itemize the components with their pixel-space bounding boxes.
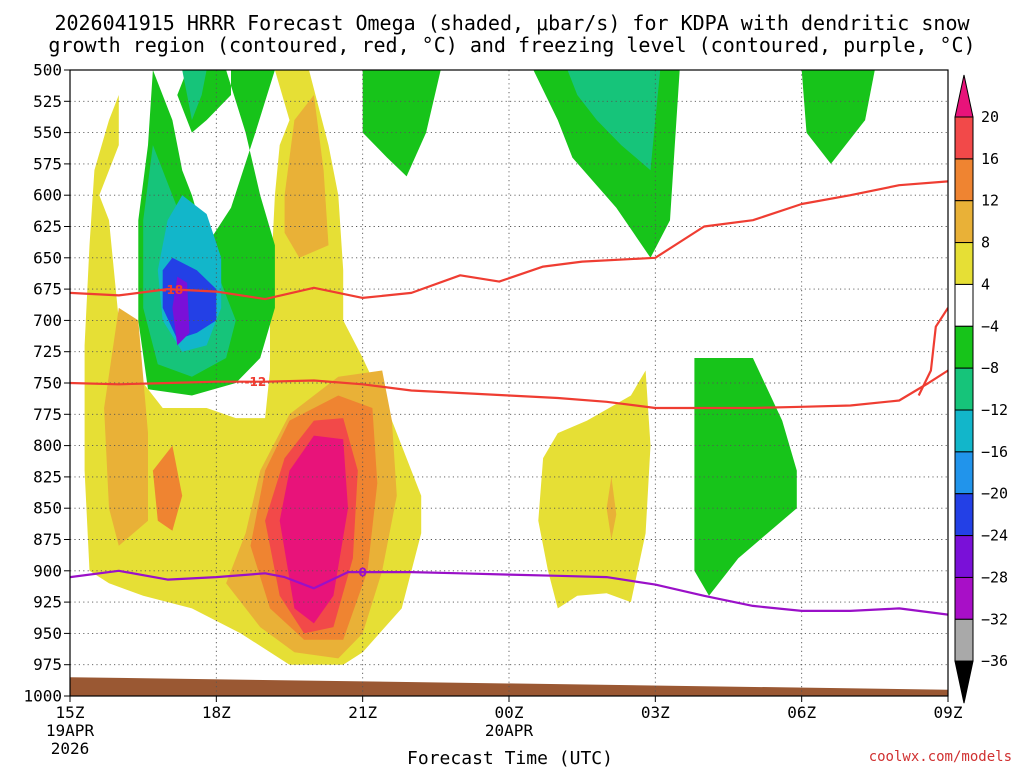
y-tick-label-800: 800 (33, 436, 62, 455)
x-tick-date-15Z: 19APR (46, 721, 95, 740)
shade-western-low-level-secondary-maximum (104, 307, 148, 546)
chart-title-line2: growth region (contoured, red, °C) and f… (48, 33, 975, 57)
colorbar-bin-5 (954, 325, 974, 369)
colorbar-label-11: −28 (981, 568, 1008, 586)
y-tick-label-500: 500 (33, 61, 62, 80)
contour-12-c-isotherm-upper-branch (917, 307, 948, 396)
x-tick-label-21Z: 21Z (348, 703, 377, 722)
shade-maximum-rising-motion (279, 435, 348, 624)
y-tick-label-900: 900 (33, 561, 62, 580)
contour-12-c-isotherm (70, 369, 948, 410)
colorbar-label-8: −16 (981, 443, 1008, 461)
x-tick-date-00Z: 20APR (485, 721, 534, 740)
colorbar-label-10: −24 (981, 527, 1008, 545)
contour-label-12-c-isotherm: -12 (245, 375, 267, 389)
shade-upper-secondary-maximum (284, 95, 329, 258)
shade-very-strong-sinking-west (172, 276, 190, 346)
colorbar-label-6: −8 (981, 359, 999, 377)
colorbar-bin-9 (954, 493, 974, 537)
shade-western-low-level-maximum (152, 445, 183, 531)
temperature-contours (70, 180, 948, 616)
y-tick-label-775: 775 (33, 405, 62, 424)
x-tick-label-00Z: 00Z (495, 703, 524, 722)
y-tick-label-525: 525 (33, 92, 62, 111)
colorbar-bin-top (954, 116, 974, 160)
y-tick-label-1000: 1000 (23, 687, 62, 706)
x-tick-label-15Z: 15Z (56, 703, 85, 722)
x-tick-label-06Z: 06Z (787, 703, 816, 722)
contour-labels: -18 -12 0 (162, 283, 367, 580)
colorbar-bin-1 (954, 158, 974, 202)
contour-label-0-c-freezing-level: 0 (358, 566, 366, 580)
y-tick-label-600: 600 (33, 186, 62, 205)
colorbar-bin-12 (954, 618, 974, 662)
chart-title-line1: 2026041915 HRRR Forecast Omega (shaded, … (54, 11, 970, 35)
shade-eastern-weak-ascent-plume (538, 370, 651, 609)
colorbar: 20 16 12 8 4 −4 −8 −12 −16 −20 −24 −28 −32 −36 (954, 74, 1008, 704)
omega-shading (84, 70, 875, 665)
colorbar-bin-11 (954, 576, 974, 620)
shade-upper-west-tip (182, 70, 207, 121)
colorbar-label-2: 12 (981, 192, 999, 210)
colorbar-label-3: 8 (981, 234, 990, 252)
colorbar-bin-10 (954, 535, 974, 578)
site-credit: coolwx.com/models (869, 749, 1012, 765)
colorbar-bin-2 (954, 200, 974, 244)
contour-0-c-freezing-level (70, 569, 948, 616)
y-tick-label-975: 975 (33, 655, 62, 674)
x-tick-label-18Z: 18Z (202, 703, 231, 722)
y-tick-label-950: 950 (33, 624, 62, 643)
shade-lower-sinking-east (694, 358, 797, 596)
x-tick-label-03Z: 03Z (641, 703, 670, 722)
colorbar-label-4: 4 (981, 275, 990, 293)
y-tick-label-725: 725 (33, 342, 62, 361)
x-axis-label: Forecast Time (UTC) (407, 748, 613, 768)
colorbar-label-12: −32 (981, 610, 1008, 628)
colorbar-top-cap (954, 74, 974, 118)
colorbar-label-0: 20 (981, 108, 999, 126)
shade-upper-sinking-far-east (801, 70, 875, 164)
contour-18-c-isotherm (70, 180, 948, 301)
y-tick-label-850: 850 (33, 499, 62, 518)
colorbar-bin-8 (954, 451, 974, 495)
y-tick-label-925: 925 (33, 593, 62, 612)
colorbar-bin-3 (954, 242, 974, 285)
colorbar-label-9: −20 (981, 485, 1008, 503)
x-tick-year-15Z: 2026 (51, 739, 90, 758)
y-tick-label-750: 750 (33, 374, 62, 393)
colorbar-bin-4 (954, 283, 974, 327)
x-tick-label-09Z: 09Z (934, 703, 963, 722)
colorbar-label-1: 16 (981, 150, 999, 168)
shade-upper-sinking-east-core (567, 70, 661, 171)
shade-upper-sinking-center (362, 70, 441, 177)
y-tick-label-550: 550 (33, 123, 62, 142)
y-axis: 500 525 550 575 600 625 650 675 700 725 750 775 800 8… (23, 61, 70, 706)
grid-lines (70, 70, 948, 696)
y-tick-label-675: 675 (33, 280, 62, 299)
y-tick-label-625: 625 (33, 217, 62, 236)
y-tick-label-875: 875 (33, 530, 62, 549)
colorbar-label-7: −12 (981, 401, 1008, 419)
y-tick-label-650: 650 (33, 248, 62, 267)
contour-label-18-c-isotherm: -18 (162, 283, 184, 297)
colorbar-bin-7 (954, 409, 974, 453)
y-tick-label-825: 825 (33, 467, 62, 486)
colorbar-label-5: −4 (981, 317, 999, 335)
colorbar-label-13: −36 (981, 652, 1008, 670)
y-tick-label-700: 700 (33, 311, 62, 330)
y-tick-label-575: 575 (33, 154, 62, 173)
colorbar-bottom-cap (954, 660, 974, 704)
colorbar-bin-6 (954, 367, 974, 411)
